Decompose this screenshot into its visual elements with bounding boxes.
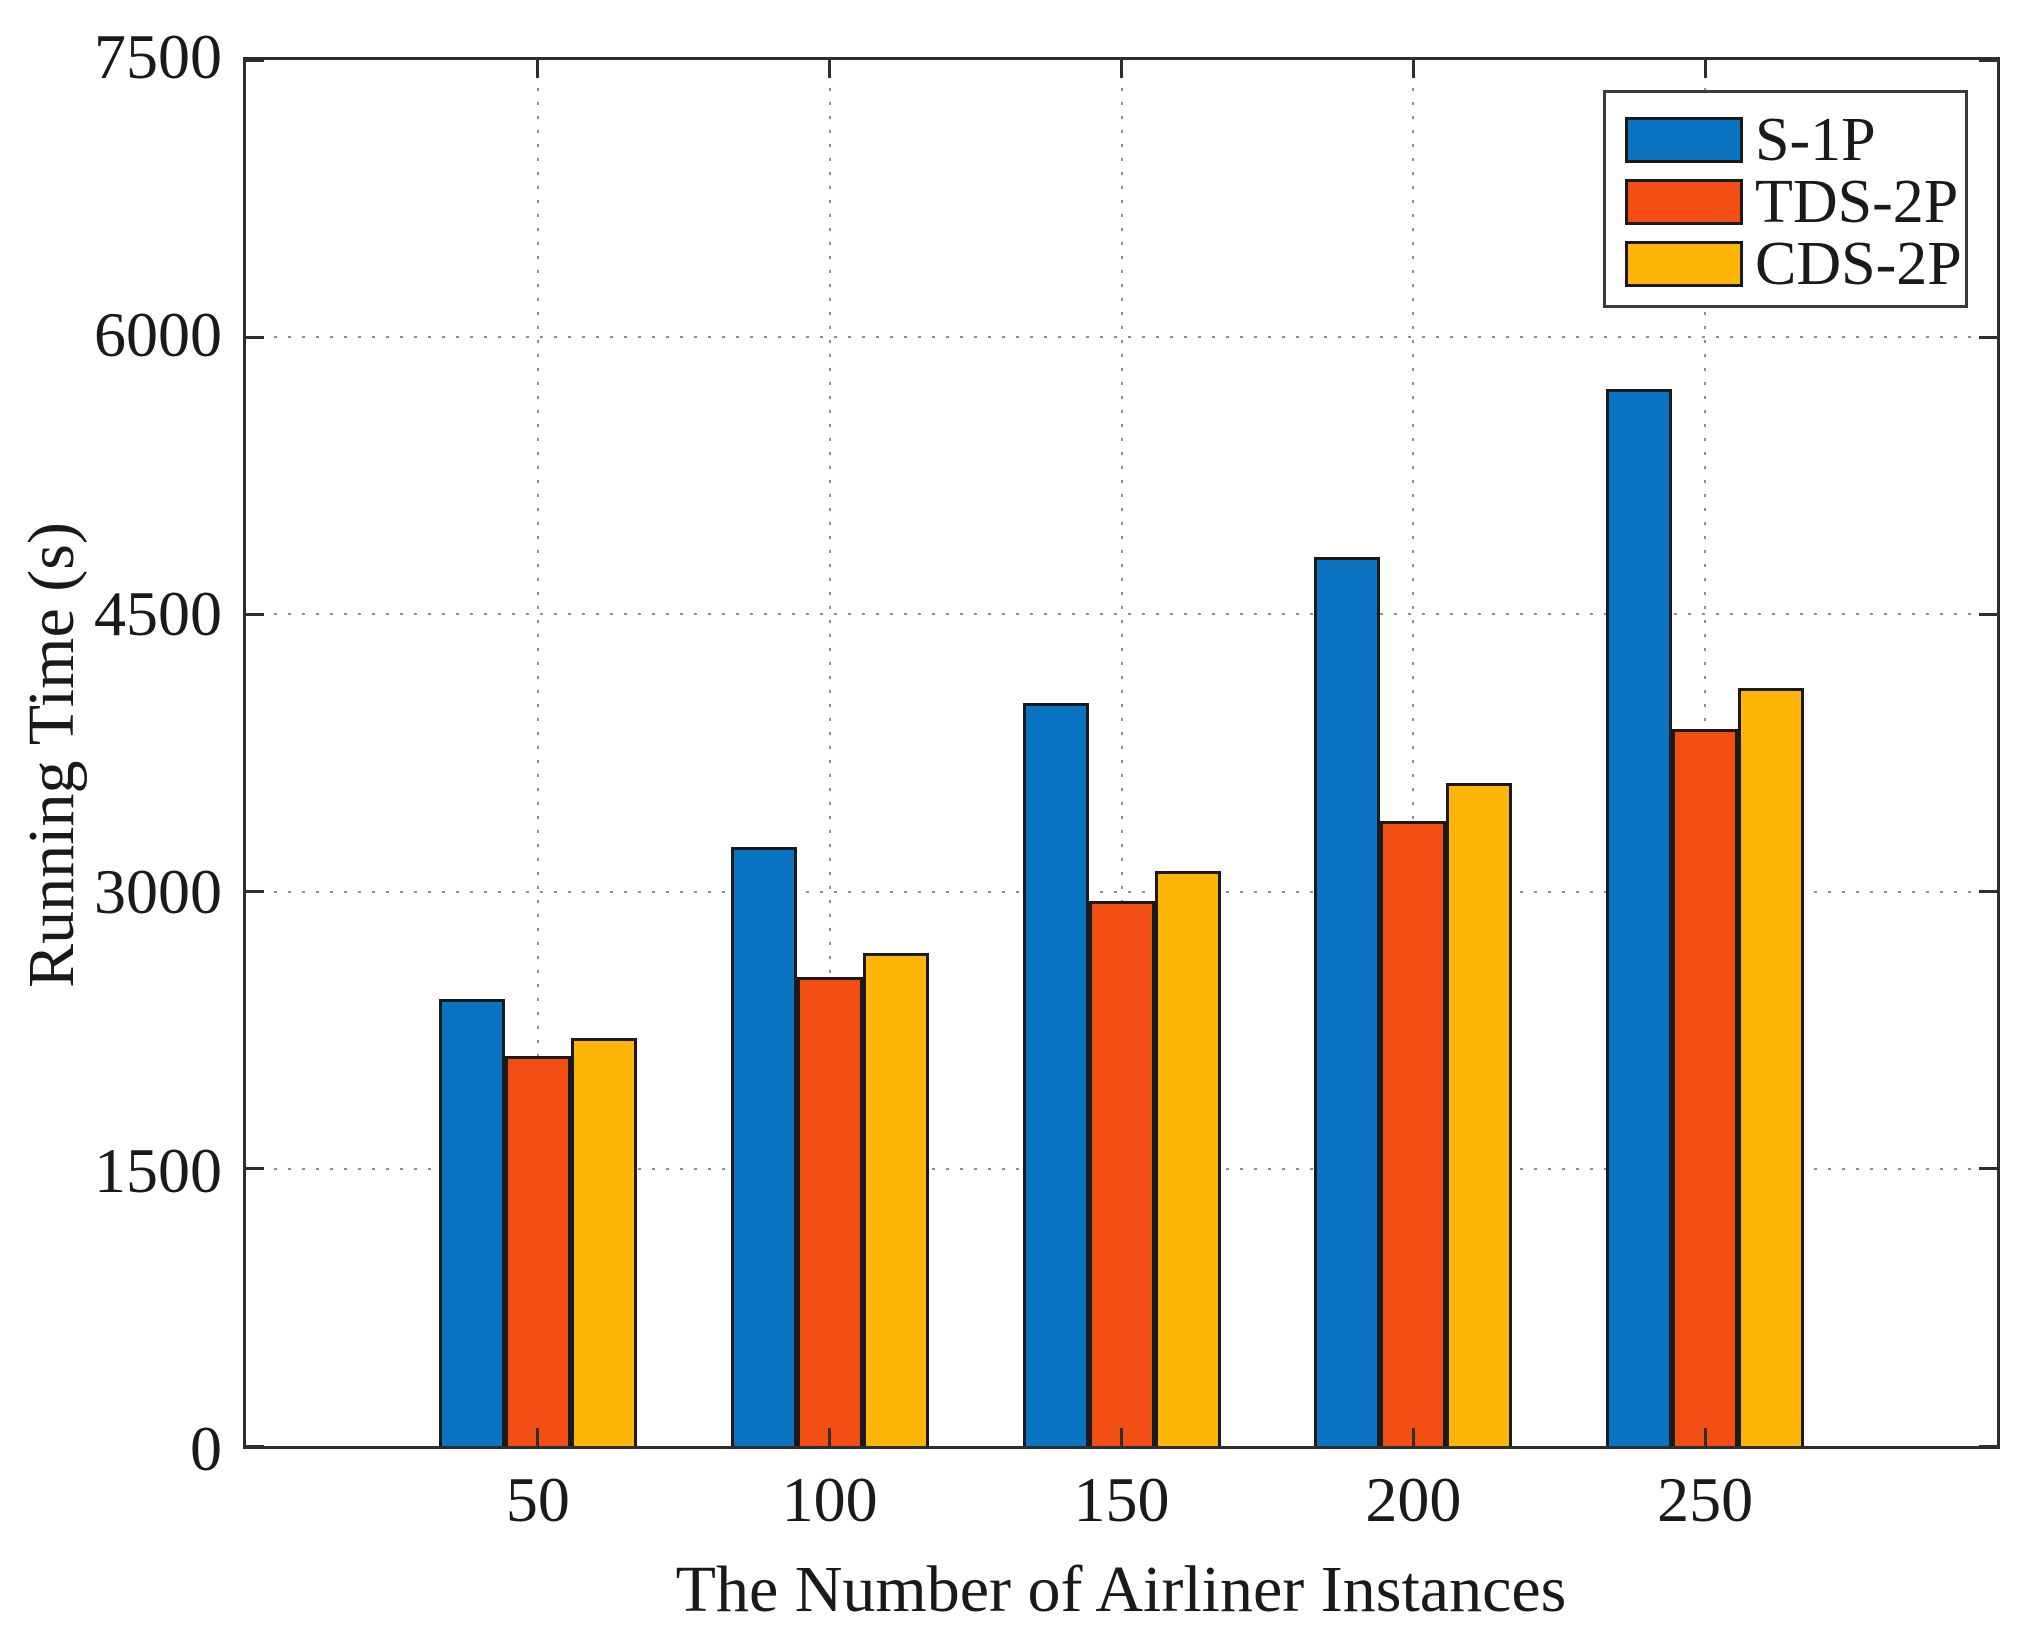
legend-label-TDS-2P: TDS-2P xyxy=(1755,168,1959,236)
y-tick-left-3000 xyxy=(246,890,264,894)
bar-TDS-2P-200 xyxy=(1380,821,1447,1446)
y-tick-label-7500: 7500 xyxy=(94,21,222,92)
y-tick-left-0 xyxy=(246,1444,264,1448)
legend-item-S-1P: S-1P xyxy=(1625,109,1955,171)
legend-swatch-TDS-2P xyxy=(1625,179,1743,225)
legend-label-CDS-2P: CDS-2P xyxy=(1755,230,1962,298)
y-tick-left-4500 xyxy=(246,612,264,616)
x-tick-top-100 xyxy=(828,60,832,78)
y-tick-left-7500 xyxy=(246,58,264,62)
y-tick-label-1500: 1500 xyxy=(94,1134,222,1206)
y-tick-label-0: 0 xyxy=(190,1413,222,1484)
x-tick-top-50 xyxy=(536,60,540,78)
bar-S-1P-50 xyxy=(438,998,505,1446)
gridline-vertical-50 xyxy=(536,60,539,1446)
y-tick-right-1500 xyxy=(1979,1167,1997,1171)
y-tick-right-4500 xyxy=(1979,612,1997,616)
bar-TDS-2P-150 xyxy=(1088,900,1155,1446)
bar-TDS-2P-250 xyxy=(1672,728,1739,1446)
bar-CDS-2P-50 xyxy=(570,1037,637,1446)
x-tick-label-250: 250 xyxy=(1657,1464,1754,1535)
bar-CDS-2P-200 xyxy=(1446,782,1513,1446)
y-tick-right-3000 xyxy=(1979,890,1997,894)
y-axis-title: Running Time (s) xyxy=(15,522,88,988)
y-tick-label-6000: 6000 xyxy=(94,299,222,371)
x-axis-title: The Number of Airliner Instances xyxy=(675,1553,1567,1626)
y-tick-right-6000 xyxy=(1979,335,1997,339)
y-tick-left-6000 xyxy=(246,335,264,339)
gridline-vertical-100 xyxy=(828,60,831,1446)
y-tick-right-0 xyxy=(1979,1444,1997,1448)
y-tick-label-4500: 4500 xyxy=(94,577,222,649)
bar-CDS-2P-100 xyxy=(862,952,929,1446)
x-tick-bottom-100 xyxy=(828,1428,832,1446)
legend-label-S-1P: S-1P xyxy=(1755,106,1876,174)
y-tick-right-7500 xyxy=(1979,58,1997,62)
legend-item-CDS-2P: CDS-2P xyxy=(1625,233,1962,295)
x-tick-bottom-50 xyxy=(536,1428,540,1446)
legend-item-TDS-2P: TDS-2P xyxy=(1625,168,1959,236)
gridline-vertical-150 xyxy=(1120,60,1123,1446)
x-tick-top-250 xyxy=(1703,60,1707,78)
legend-swatch-CDS-2P xyxy=(1625,241,1743,287)
x-tick-top-150 xyxy=(1120,60,1123,78)
x-tick-top-200 xyxy=(1411,60,1415,78)
bar-TDS-2P-50 xyxy=(504,1056,571,1446)
bar-S-1P-250 xyxy=(1606,388,1673,1446)
y-tick-label-3000: 3000 xyxy=(94,856,222,928)
bar-TDS-2P-100 xyxy=(796,976,863,1446)
bar-S-1P-100 xyxy=(730,847,797,1446)
x-tick-bottom-250 xyxy=(1703,1428,1707,1446)
x-tick-bottom-200 xyxy=(1411,1428,1415,1446)
x-tick-label-200: 200 xyxy=(1365,1464,1462,1535)
bar-S-1P-150 xyxy=(1022,703,1089,1446)
x-tick-label-50: 50 xyxy=(505,1464,570,1535)
legend: S-1P TDS-2P CDS-2P xyxy=(1603,90,1968,308)
x-tick-label-150: 150 xyxy=(1073,1464,1170,1535)
x-tick-bottom-150 xyxy=(1120,1428,1123,1446)
bar-S-1P-200 xyxy=(1314,557,1381,1446)
bar-CDS-2P-250 xyxy=(1738,688,1805,1446)
legend-swatch-S-1P xyxy=(1625,117,1743,163)
gridline-vertical-200 xyxy=(1412,60,1415,1446)
bar-CDS-2P-150 xyxy=(1154,871,1221,1446)
y-tick-left-1500 xyxy=(246,1167,264,1171)
x-tick-label-100: 100 xyxy=(781,1464,878,1535)
